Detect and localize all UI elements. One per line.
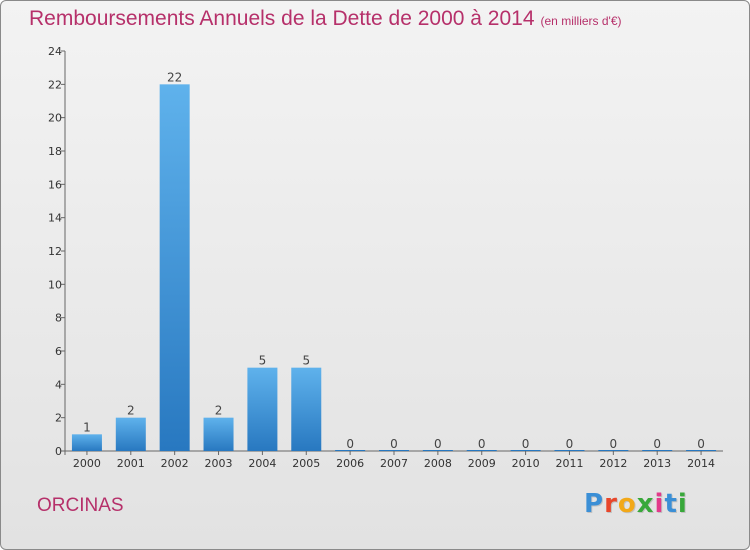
x-tick-label: 2008 [424,457,452,470]
y-tick-label: 14 [48,212,62,225]
bar-2000 [71,434,102,451]
y-tick-label: 16 [48,178,62,191]
logo-letter: P [584,489,605,519]
bar-2012 [598,450,629,451]
y-tick-label: 12 [48,245,62,258]
bar-2009 [466,450,497,451]
data-label-2004: 5 [259,354,267,368]
x-tick-label: 2002 [161,457,189,470]
logo-letter: t [664,489,678,519]
proxiti-logo: Proxiti [584,489,688,519]
bars [71,84,717,451]
y-tick-label: 18 [48,145,62,158]
x-tick-label: 2009 [468,457,496,470]
y-tick-label: 20 [48,112,62,125]
data-label-2005: 5 [302,354,310,368]
logo-letter: x [636,489,655,519]
data-label-2000: 1 [83,420,91,434]
logo-letter: r [604,489,618,519]
data-label-2007: 0 [390,437,398,451]
data-label-2002: 22 [167,70,182,84]
bar-2008 [422,450,453,451]
bar-2003 [203,417,234,451]
x-tick-label: 2010 [512,457,540,470]
y-tick-label: 24 [48,45,62,58]
y-tick-label: 2 [55,412,62,425]
data-label-2012: 0 [610,437,618,451]
data-label-2009: 0 [478,437,486,451]
x-tick-label: 2000 [73,457,101,470]
x-tick-label: 2011 [555,457,583,470]
bar-2010 [510,450,541,451]
x-tick-label: 2012 [599,457,627,470]
x-tick-label: 2006 [336,457,364,470]
bar-2002 [159,84,190,451]
x-tick-label: 2003 [205,457,233,470]
chart-unit: (en milliers d'€) [540,14,622,28]
logo-letter: o [617,489,637,519]
chart-title: Remboursements Annuels de la Dette de 20… [29,7,622,31]
y-tick-label: 22 [48,78,62,91]
bar-2014 [686,450,717,451]
x-tick-label: 2001 [117,457,145,470]
x-tick-label: 2004 [248,457,276,470]
bar-2004 [247,367,278,451]
data-label-2013: 0 [653,437,661,451]
data-label-2001: 2 [127,404,135,418]
y-tick-label: 0 [55,445,62,458]
y-tick-label: 10 [48,278,62,291]
data-label-2008: 0 [434,437,442,451]
bar-2011 [554,450,585,451]
data-label-2014: 0 [697,437,705,451]
commune-name: ORCINAS [37,495,124,516]
x-axis: 2000 2001 2002 2003 2004 2005 2006 2007 2008 2009… [65,450,723,470]
y-tick-label: 6 [55,345,62,358]
bar-2007 [379,450,409,451]
x-tick-label: 2013 [643,457,671,470]
data-label-2010: 0 [522,437,530,451]
bar-2005 [291,367,322,451]
bar-2013 [642,450,673,451]
y-tick-label: 4 [55,378,62,391]
bar-2001 [115,417,146,451]
data-label-2003: 2 [215,404,223,418]
chart-title-text: Remboursements Annuels de la Dette de 20… [29,7,535,30]
y-tick-label: 8 [55,312,62,325]
data-label-2006: 0 [346,437,354,451]
bar-2006 [335,450,366,451]
x-tick-label: 2014 [687,457,715,470]
logo-letter: i [677,489,688,519]
x-tick-label: 2007 [380,457,408,470]
x-tick-label: 2005 [292,457,320,470]
data-label-2011: 0 [566,437,574,451]
logo-letter: i [654,489,665,519]
